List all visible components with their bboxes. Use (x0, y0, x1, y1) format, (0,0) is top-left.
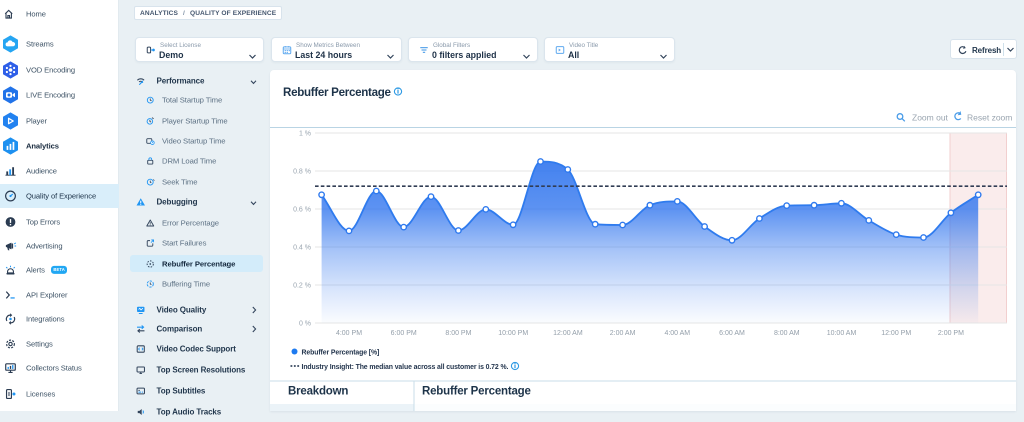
svg-text:Rebuffer Percentage [%]: Rebuffer Percentage [%] (302, 350, 380, 357)
svg-text:8:00 AM: 8:00 AM (774, 330, 800, 337)
svg-text:0 %: 0 % (299, 321, 311, 328)
svg-text:2:00 PM: 2:00 PM (938, 330, 964, 337)
svg-text:0.2 %: 0.2 % (293, 283, 311, 290)
svg-text:0.4 %: 0.4 % (293, 245, 311, 252)
svg-text:Reset zoom: Reset zoom (967, 113, 1012, 123)
svg-text:0.6 %: 0.6 % (293, 207, 311, 214)
svg-text:0.8 %: 0.8 % (293, 169, 311, 176)
svg-text:6:00 PM: 6:00 PM (391, 330, 417, 337)
svg-text:2:00 AM: 2:00 AM (610, 330, 636, 337)
svg-text:12:00 PM: 12:00 PM (881, 330, 911, 337)
svg-text:4:00 PM: 4:00 PM (336, 330, 362, 337)
svg-text:Breakdown: Breakdown (288, 386, 348, 398)
svg-text:Zoom out: Zoom out (912, 113, 949, 123)
svg-text:6:00 AM: 6:00 AM (719, 330, 745, 337)
svg-text:Rebuffer Percentage: Rebuffer Percentage (422, 386, 531, 398)
svg-text:8:00 PM: 8:00 PM (445, 330, 471, 337)
svg-text:1 %: 1 % (299, 131, 311, 138)
svg-text:10:00 AM: 10:00 AM (827, 330, 857, 337)
svg-text:12:00 AM: 12:00 AM (553, 330, 583, 337)
svg-text:4:00 AM: 4:00 AM (664, 330, 690, 337)
svg-text:Rebuffer Percentage: Rebuffer Percentage (283, 86, 392, 99)
svg-text:Industry Insight: The median v: Industry Insight: The median value acros… (302, 364, 509, 371)
svg-text:10:00 PM: 10:00 PM (498, 330, 528, 337)
